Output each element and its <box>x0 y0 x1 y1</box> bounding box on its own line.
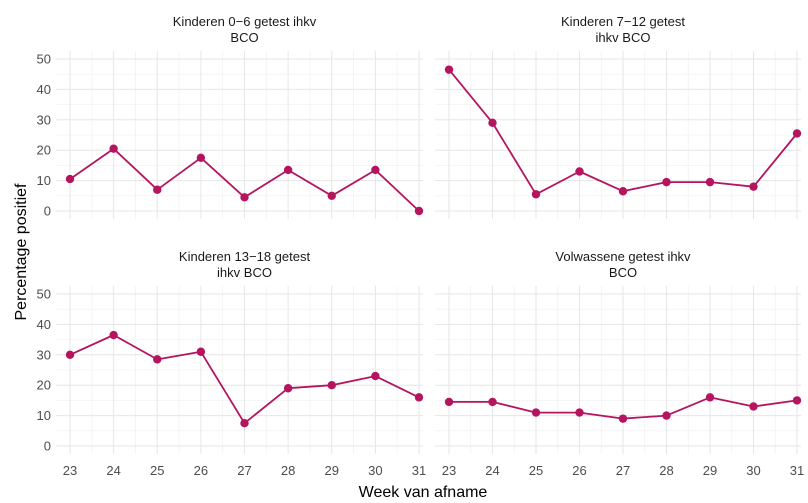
data-point <box>240 419 249 428</box>
x-tick-label: 28 <box>281 463 295 478</box>
data-point <box>488 118 497 128</box>
y-tick-label: 0 <box>44 439 51 454</box>
facet-title: BCO <box>609 265 637 280</box>
data-point <box>371 165 380 175</box>
data-point <box>65 174 75 184</box>
x-tick-label: 31 <box>412 463 426 478</box>
x-tick-label: 29 <box>703 463 717 478</box>
x-tick-label: 26 <box>572 463 586 478</box>
x-tick-label: 26 <box>194 463 208 478</box>
data-point <box>109 330 118 340</box>
data-point <box>662 177 671 187</box>
x-tick-label: 23 <box>442 463 456 478</box>
data-point <box>444 65 454 74</box>
data-point <box>531 190 541 199</box>
y-tick-label: 30 <box>37 112 51 127</box>
y-tick-label: 10 <box>37 408 51 423</box>
data-point <box>749 182 758 191</box>
y-tick-label: 10 <box>37 173 51 188</box>
data-point <box>792 129 802 138</box>
data-point <box>618 187 628 196</box>
x-tick-label: 28 <box>659 463 673 478</box>
x-tick-label: 30 <box>746 463 760 478</box>
data-point <box>153 355 162 364</box>
data-point <box>705 393 715 402</box>
x-tick-label: 24 <box>106 463 120 478</box>
y-tick-label: 30 <box>37 347 51 362</box>
x-tick-label: 25 <box>529 463 543 478</box>
x-tick-label: 25 <box>150 463 164 478</box>
y-tick-label: 40 <box>37 317 51 332</box>
x-tick-label: 27 <box>616 463 630 478</box>
facet-title: BCO <box>230 30 258 45</box>
data-point <box>327 381 336 390</box>
y-tick-label: 50 <box>37 52 51 67</box>
facet-title: Kinderen 13−18 getest <box>179 249 311 264</box>
data-point <box>749 402 758 411</box>
data-point <box>196 153 206 162</box>
x-tick-label: 27 <box>237 463 251 478</box>
facet-title: Volwassene getest ihkv <box>555 249 691 264</box>
facet-title: ihkv BCO <box>596 30 651 45</box>
y-axis-title: Percentage positief <box>13 183 30 321</box>
data-point <box>283 165 293 175</box>
data-point <box>414 206 424 216</box>
y-tick-label: 0 <box>44 204 51 219</box>
data-point <box>65 350 75 359</box>
data-point <box>618 414 628 423</box>
data-point <box>283 384 293 393</box>
data-point <box>327 191 336 200</box>
data-point <box>488 397 497 407</box>
y-tick-label: 20 <box>37 378 51 393</box>
data-point <box>444 397 454 407</box>
data-point <box>414 393 424 402</box>
x-axis-title: Week van afname <box>359 484 488 501</box>
data-point <box>575 167 584 176</box>
data-point <box>196 347 206 356</box>
data-point <box>705 177 715 187</box>
x-tick-label: 31 <box>790 463 804 478</box>
data-point <box>153 185 162 194</box>
facet-title: ihkv BCO <box>217 265 272 280</box>
data-point <box>575 408 584 417</box>
data-point <box>371 371 380 381</box>
x-tick-label: 30 <box>368 463 382 478</box>
data-point <box>531 408 541 417</box>
y-tick-label: 50 <box>37 287 51 302</box>
x-tick-label: 29 <box>325 463 339 478</box>
x-tick-label: 24 <box>485 463 499 478</box>
y-tick-label: 20 <box>37 143 51 158</box>
data-point <box>240 193 249 202</box>
data-point <box>792 396 802 405</box>
facet-title: Kinderen 0−6 getest ihkv <box>173 14 317 29</box>
data-point <box>662 411 671 420</box>
data-point <box>109 144 118 153</box>
x-tick-label: 23 <box>63 463 77 478</box>
facet-title: Kinderen 7−12 getest <box>561 14 685 29</box>
y-tick-label: 40 <box>37 82 51 97</box>
